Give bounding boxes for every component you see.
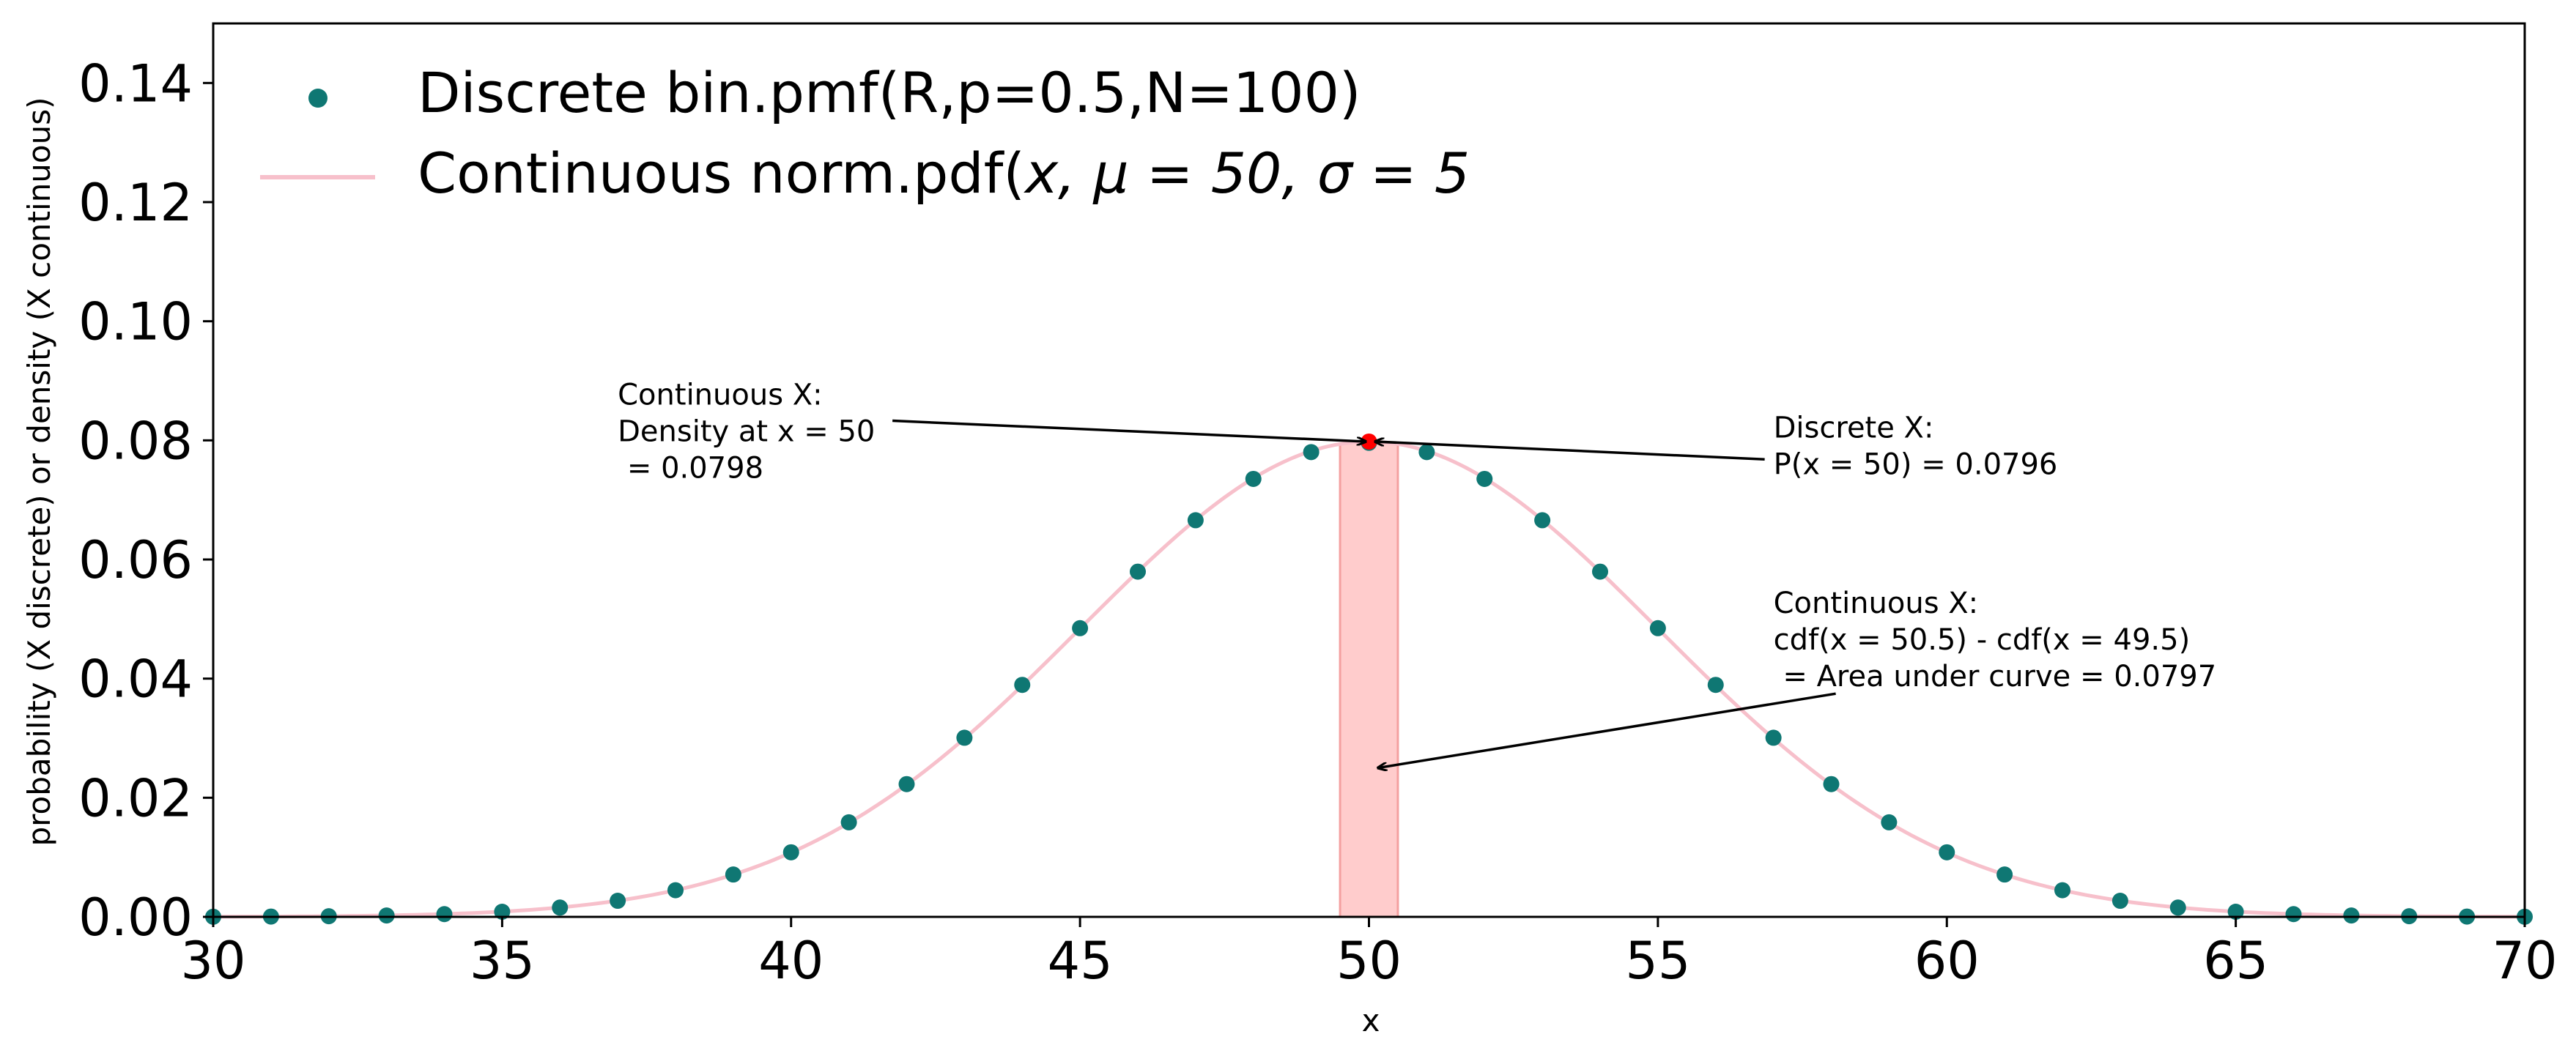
data-point-discrete	[2054, 882, 2070, 899]
data-point-discrete	[956, 729, 973, 746]
area-annotation-text: Continuous X: cdf(x = 50.5) - cdf(x = 49.…	[1774, 587, 2217, 694]
axes: 30 35 40 45 50 55 60 65 70 0.00 0.02 0.04 0.06 0.08 0.…	[78, 22, 2558, 991]
x-tick-label: 55	[1625, 931, 1690, 991]
legend-label-continuous-math: x, μ = 50, σ = 5	[1024, 141, 1470, 206]
data-point-discrete	[2111, 893, 2128, 910]
area-annotation-line: cdf(x = 50.5) - cdf(x = 49.5)	[1774, 623, 2191, 657]
y-tick-label: 0.02	[78, 768, 193, 828]
area-annotation-arrow	[1377, 692, 1836, 767]
data-point-discrete	[1245, 470, 1262, 487]
y-tick-label: 0.06	[78, 530, 193, 590]
data-point-discrete	[840, 814, 857, 830]
data-point-discrete	[1881, 814, 1898, 830]
y-tick-label: 0.12	[78, 173, 193, 233]
data-point-discrete	[1303, 444, 1320, 461]
data-point-discrete	[898, 776, 915, 792]
data-point-discrete	[667, 882, 684, 899]
data-point-discrete	[1187, 512, 1204, 529]
discrete-annotation-text: Discrete X: P(x = 50) = 0.0796	[1774, 411, 2058, 481]
data-point-discrete	[552, 899, 569, 916]
legend-label-discrete: Discrete bin.pmf(R,p=0.5,N=100)	[418, 60, 1361, 125]
density-annotation-line: = 0.0798	[618, 452, 763, 486]
data-point-discrete	[1418, 444, 1435, 461]
discrete-annotation-arrow	[1374, 442, 1765, 461]
x-tick-label: 35	[470, 931, 535, 991]
plot-area	[205, 433, 2533, 925]
x-tick-label: 45	[1048, 931, 1113, 991]
data-point-discrete	[2169, 899, 2186, 916]
area-annotation-line: = Area under curve = 0.0797	[1774, 660, 2217, 694]
data-point-discrete	[1014, 677, 1031, 694]
discrete-annotation-line: Discrete X:	[1774, 411, 1934, 445]
data-point-discrete	[436, 906, 453, 923]
data-point-discrete	[1939, 844, 1955, 860]
data-point-discrete	[1765, 729, 1782, 746]
legend-label-continuous: Continuous norm.pdf(x, μ = 50, σ = 5	[418, 141, 1470, 206]
density-annotation-text: Continuous X: Density at x = 50 = 0.0798	[618, 379, 875, 486]
y-tick-label: 0.10	[78, 292, 193, 352]
data-point-discrete	[2343, 907, 2360, 924]
data-point-discrete	[610, 893, 626, 910]
data-point-discrete	[1649, 620, 1666, 636]
data-point-discrete	[2285, 906, 2302, 923]
data-point-discrete	[1592, 563, 1608, 580]
y-tick-label: 0.04	[78, 650, 193, 710]
density-annotation-arrow	[892, 419, 1366, 442]
legend-label-continuous-prefix: Continuous norm.pdf(	[418, 141, 1025, 206]
x-tick-label: 50	[1336, 931, 1402, 991]
x-tick-label: 60	[1914, 931, 1980, 991]
area-annotation-line: Continuous X:	[1774, 587, 1979, 620]
data-point-discrete	[1072, 620, 1089, 636]
y-tick-label: 0.08	[78, 411, 193, 471]
shaded-area-region	[1339, 440, 1399, 918]
data-point-discrete	[1996, 866, 2013, 883]
data-point-discrete	[725, 866, 741, 883]
y-axis-label: probability (X discrete) or density (X c…	[21, 97, 57, 846]
x-axis-label: x	[1362, 1003, 1380, 1038]
data-point-discrete	[782, 844, 799, 860]
data-point-discrete	[378, 907, 395, 924]
x-tick-label: 40	[758, 931, 823, 991]
data-point-discrete	[1534, 512, 1551, 529]
density-annotation-line: Density at x = 50	[618, 415, 875, 449]
x-tick-label: 30	[180, 931, 245, 991]
x-tick-label: 70	[2492, 931, 2557, 991]
density-annotation-line: Continuous X:	[618, 379, 823, 412]
legend-marker-discrete	[308, 89, 327, 108]
legend: Discrete bin.pmf(R,p=0.5,N=100) Continuo…	[260, 60, 1470, 206]
data-point-discrete	[1476, 470, 1493, 487]
annotations: Continuous X: Density at x = 50 = 0.0798D…	[618, 379, 2216, 768]
discrete-annotation-line: P(x = 50) = 0.0796	[1774, 447, 2058, 481]
x-tick-label: 65	[2203, 931, 2268, 991]
y-tick-label: 0.14	[78, 53, 193, 114]
data-point-discrete	[1823, 776, 1840, 792]
y-tick-label: 0.00	[78, 888, 193, 948]
data-point-discrete	[1707, 677, 1724, 694]
data-point-discrete	[1130, 563, 1146, 580]
